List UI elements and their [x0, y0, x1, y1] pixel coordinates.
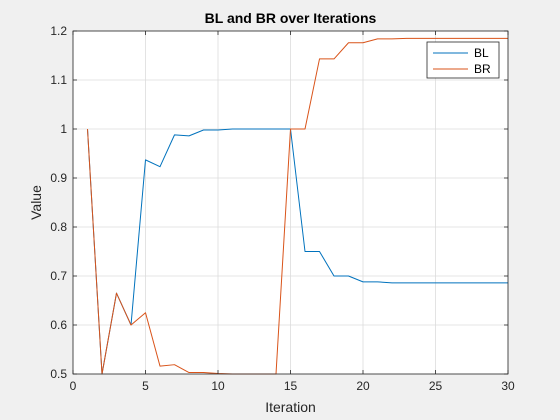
y-tick-label: 0.8	[50, 220, 67, 234]
chart-title: BL and BR over Iterations	[205, 10, 377, 26]
ticks: 0 5 10 15 20 25 30 0.5 0.6 0.7 0.8 0.9 1 1.1 1.2	[50, 24, 515, 393]
series-line-br	[87, 37, 508, 375]
series-line-bl	[87, 128, 508, 375]
x-tick-label: 5	[142, 379, 149, 393]
x-tick-label: 20	[356, 379, 370, 393]
y-tick-label: 1.1	[50, 73, 67, 87]
series-lines	[87, 37, 508, 375]
x-tick-label: 25	[429, 379, 443, 393]
y-tick-label: 0.7	[50, 269, 67, 283]
y-tick-label: 1.2	[50, 24, 67, 38]
x-tick-label: 30	[501, 379, 515, 393]
legend-box	[426, 41, 500, 79]
y-tick-label: 0.9	[50, 171, 67, 185]
y-axis-label: Value	[28, 185, 44, 220]
y-tick-label: 0.5	[50, 367, 67, 381]
x-tick-label: 0	[70, 379, 77, 393]
legend-label-bl: BL	[474, 46, 489, 60]
legend: BL BR	[426, 41, 500, 79]
x-tick-label: 15	[284, 379, 298, 393]
legend-label-br: BR	[474, 62, 491, 76]
x-axis-label: Iteration	[265, 399, 316, 415]
y-tick-label: 1	[60, 122, 67, 136]
y-tick-label: 0.6	[50, 318, 67, 332]
x-tick-label: 10	[211, 379, 225, 393]
